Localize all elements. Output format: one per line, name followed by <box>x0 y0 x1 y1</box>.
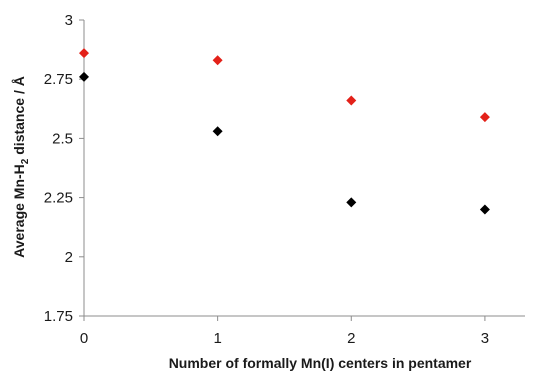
x-tick-label: 3 <box>481 330 489 347</box>
data-point-series-2 <box>346 197 357 208</box>
y-axis-title-unit: distance / Å <box>11 76 27 158</box>
data-point-series-1 <box>479 112 490 123</box>
data-point-series-1 <box>212 55 223 66</box>
data-point-series-2 <box>479 204 490 215</box>
data-point-series-2 <box>212 126 223 137</box>
y-tick-label: 2.5 <box>52 130 73 147</box>
svg-text:Average Mn-H2 distance / Å: Average Mn-H2 distance / Å <box>11 76 31 258</box>
y-tick-label: 2.25 <box>44 190 73 207</box>
x-tick-label: 0 <box>80 330 88 347</box>
y-axis-title-subscript: 2 <box>20 158 31 164</box>
y-axis-title-main: Average Mn-H <box>11 164 27 258</box>
x-tick-label: 1 <box>213 330 221 347</box>
data-point-series-1 <box>346 95 357 106</box>
y-axis-title: Average Mn-H2 distance / Å <box>11 76 31 258</box>
y-tick-label: 1.75 <box>44 308 73 325</box>
data-point-series-2 <box>79 71 89 82</box>
y-tick-label: 2.75 <box>44 71 73 88</box>
plot-area: 1.75 2 2.25 2.5 2.75 3 0 1 2 3 <box>44 12 525 347</box>
data-point-series-1 <box>79 48 89 59</box>
y-tick-label: 3 <box>65 12 73 29</box>
x-axis-title: Number of formally Mn(I) centers in pent… <box>169 355 472 371</box>
y-tick-label: 2 <box>65 249 73 266</box>
x-tick-label: 2 <box>347 330 355 347</box>
